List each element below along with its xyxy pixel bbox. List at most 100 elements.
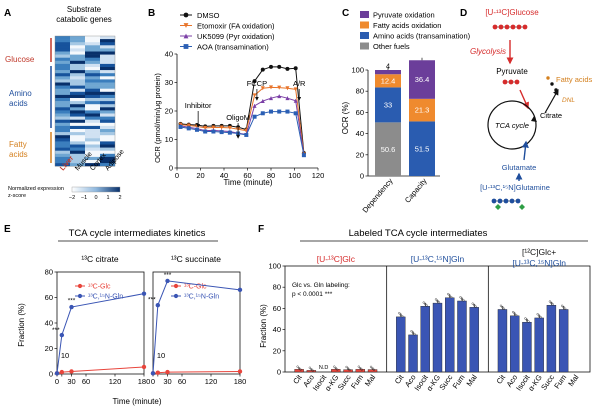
chart-c-bar-segment <box>375 87 401 123</box>
chart-f-replicate-dot <box>401 315 404 318</box>
chart-b-ylabel: OCR (pmol/min/μg protein) <box>153 73 162 163</box>
chart-b-legend-marker <box>183 44 189 49</box>
tca-cycle-label: TCA cycle <box>495 121 529 130</box>
heatmap-cell <box>55 98 70 102</box>
chart-b-point <box>211 125 216 130</box>
chart-f-bar <box>408 334 418 373</box>
chart-f-replicate-dot <box>501 306 504 309</box>
heatmap-cell <box>55 48 70 52</box>
chart-e-ytick-label: 80 <box>45 268 53 277</box>
heatmap-cell <box>70 85 85 89</box>
heatmap-cell <box>100 147 115 151</box>
chart-b-legend-marker <box>183 33 189 39</box>
heatmap-cell <box>100 156 115 161</box>
chart-e-xtick-label: 120 <box>205 377 218 386</box>
chart-f-replicate-dot <box>334 367 337 370</box>
chart-e-significance: *** <box>52 327 60 334</box>
heatmap-cell <box>70 98 85 102</box>
chart-c-legend-swatch <box>360 21 369 29</box>
chart-f-replicate-dot <box>512 311 515 314</box>
heatmap <box>54 35 116 167</box>
heatmap-cell <box>70 132 85 136</box>
chart-f-bar <box>367 369 378 373</box>
heatmap-cell <box>55 39 70 43</box>
heatmap-cell <box>55 153 70 158</box>
panel-label-f: F <box>258 224 264 235</box>
chart-f-replicate-dot <box>437 301 441 304</box>
chart-f-replicate-dot <box>525 318 529 322</box>
chart-f-replicate-dot <box>399 313 402 316</box>
chart-c-ytick-label: 20 <box>356 150 364 159</box>
chart-b-point <box>285 86 290 91</box>
heatmap-cell <box>85 147 100 151</box>
heatmap-title-line1: Substrate <box>67 5 102 14</box>
panel-label-c: C <box>342 8 349 19</box>
heatmap-cell <box>85 85 100 89</box>
heatmap-cell <box>100 76 115 80</box>
glucose-atom <box>492 24 498 30</box>
heatmap-cell <box>100 63 115 68</box>
glutamate-to-tca-arrow <box>521 140 529 161</box>
legend-title-line1: Normalized expression <box>8 186 64 192</box>
chart-e-point <box>155 370 161 375</box>
chart-f-category-label: Mal <box>566 373 580 388</box>
chart-f-replicate-dot <box>346 367 350 370</box>
heatmap-cell <box>55 60 70 65</box>
heatmap-cell <box>55 129 70 133</box>
chart-e-xtick-label: 120 <box>109 377 122 386</box>
chart-c-ytick-label: 80 <box>356 87 364 96</box>
chart-c-bar-label: 51.5 <box>415 144 430 153</box>
glutamine-atom <box>497 198 503 204</box>
chart-e-xtick-label: 30 <box>163 377 171 386</box>
chart-b-point <box>301 153 306 158</box>
chart-f-ylabel: Fraction (%) <box>259 304 268 348</box>
chart-b-legend: DMSO Etomoxir (FA oxidation)UK5099 (Pyr o… <box>180 11 275 52</box>
chart-b-point <box>293 111 298 116</box>
chart-e-ylabel: Fraction (%) <box>17 303 26 347</box>
citrate-label: Citrate <box>540 111 562 120</box>
chart-c-plot: 50.6 33 12.4 4 Dependency 51.5 21.3 36.4 Capacit… <box>361 57 435 215</box>
heatmap-cell <box>85 150 100 155</box>
chart-b-xtick-label: 60 <box>243 171 251 180</box>
chart-b-point <box>194 127 199 132</box>
heatmap-cell <box>85 42 100 46</box>
chart-c-ytick-label: 40 <box>356 129 364 138</box>
pyruvate-atom <box>502 79 508 85</box>
heatmap-cell <box>85 73 100 77</box>
heatmap-cell <box>55 42 70 46</box>
dnl-label: DNL <box>562 97 575 104</box>
heatmap-cell <box>70 63 85 68</box>
heatmap-cell <box>55 150 70 155</box>
chart-b-xlabel: Time (minute) <box>223 178 272 187</box>
citrate-atom <box>554 88 558 92</box>
chart-e-series-line <box>56 293 145 374</box>
heatmap-cell <box>70 54 85 58</box>
heatmap-cell <box>100 67 115 71</box>
chart-b-legend-marker <box>183 23 189 28</box>
chart-b-point <box>219 130 224 135</box>
chart-b-point <box>269 96 273 101</box>
chart-f-replicate-dot <box>298 367 301 370</box>
chart-e-point <box>59 332 65 338</box>
heatmap-cell <box>55 45 70 49</box>
chart-e-point <box>155 302 161 308</box>
heatmap-cell <box>85 67 100 71</box>
chart-b-plot: Inhibitor OligoM FCCP A/R <box>178 64 306 158</box>
heatmap-cell <box>100 116 115 120</box>
chart-e-point <box>165 369 170 375</box>
chart-e-legend-label: ¹³C-Glc <box>184 284 207 291</box>
chart-b-point <box>227 130 232 135</box>
heatmap-cell <box>100 45 115 49</box>
chart-e-legend-label: ¹³C,¹⁵N-Gln <box>184 294 219 301</box>
chart-e-xtick-label: 180 <box>138 377 151 386</box>
heatmap-cell <box>85 45 100 49</box>
chart-e-xtick-label: 0 <box>55 377 59 386</box>
chart-f-ytick-label: 60 <box>273 304 281 313</box>
chart-b-ytick-label: 10 <box>165 135 173 144</box>
heatmap-cell <box>70 125 85 130</box>
panel-d: D [U-¹³C]Glucose Glycolysis Pyruvate Fat… <box>460 8 593 210</box>
chart-f-replicate-dot <box>299 368 302 371</box>
chart-c-bar-label: 36.4 <box>415 75 430 84</box>
chart-e-significance: *** <box>68 298 76 305</box>
heatmap-cell <box>100 144 115 148</box>
